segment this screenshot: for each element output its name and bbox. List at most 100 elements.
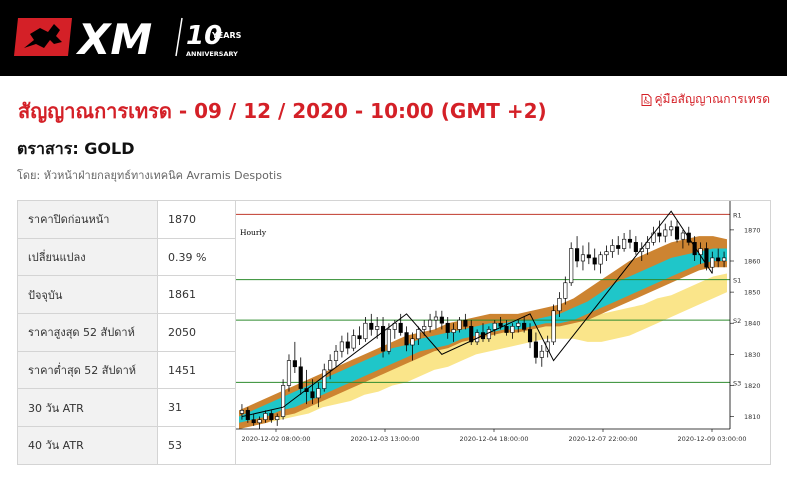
candle-body — [339, 341, 344, 352]
level-label-s2: S2 — [733, 317, 741, 325]
stats-value: 53 — [157, 426, 236, 465]
candle-body — [657, 232, 662, 237]
candle-body — [404, 332, 409, 346]
candle-body — [533, 341, 538, 358]
candle-body — [710, 257, 715, 268]
candle-body — [328, 360, 333, 371]
candle-body — [375, 326, 380, 330]
instrument-stats-table: ราคาปิดก่อนหน้า 1870 เปลี่ยนแปลง 0.39 % ปัจจ… — [17, 200, 236, 465]
candle-body — [398, 322, 403, 333]
candle-body — [316, 388, 321, 399]
candle-body — [322, 369, 327, 389]
candle-body — [716, 257, 721, 262]
candle-body — [669, 226, 674, 231]
stats-value: 1870 — [157, 200, 236, 239]
stats-row: ปัจจุบัน 1861 — [17, 275, 236, 315]
candle-body — [663, 229, 668, 237]
candle-body — [492, 322, 497, 330]
candle-body — [551, 310, 556, 343]
stats-row: ราคาต่ำสุด 52 สัปดาห์ 1451 — [17, 350, 236, 390]
candle-body — [439, 316, 444, 324]
candle-body — [563, 282, 568, 299]
candle-body — [604, 251, 609, 256]
candle-body — [498, 322, 503, 327]
candle-body — [557, 298, 562, 312]
signal-guide-link[interactable]: คู่มือสัญญาณการเทรด — [641, 90, 771, 109]
stats-label: 40 วัน ATR — [17, 426, 158, 465]
candle-body — [627, 238, 633, 243]
candle-body — [633, 242, 638, 252]
stats-label: ราคาต่ำสุด 52 สัปดาห์ — [17, 350, 158, 390]
stats-row: 30 วัน ATR 31 — [17, 388, 236, 428]
candle-body — [469, 326, 474, 343]
stats-value: 2050 — [157, 313, 236, 352]
candle-body — [610, 245, 615, 252]
stats-row: ราคาสูงสุด 52 สัปดาห์ 2050 — [17, 313, 236, 352]
candle-body — [569, 248, 574, 284]
candle-body — [645, 242, 650, 249]
page-title: สัญญาณการเทรด - 09 / 12 / 2020 - 10:00 (… — [18, 99, 547, 123]
x-tick-label: 2020-12-04 18:00:00 — [459, 435, 528, 443]
candle-body — [380, 326, 386, 352]
y-tick-label: 1860 — [744, 258, 761, 266]
candle-body — [304, 388, 309, 392]
stats-row: ราคาปิดก่อนหน้า 1870 — [17, 200, 236, 239]
candle-body — [486, 329, 491, 340]
candle-body — [522, 322, 527, 330]
candle-body — [275, 416, 280, 420]
candle-body — [263, 413, 268, 420]
anniversary-label: ANNIVERSARY — [186, 50, 238, 58]
candle-body — [598, 254, 603, 265]
candle-body — [704, 248, 709, 268]
y-tick-label: 1850 — [744, 289, 761, 297]
candle-body — [504, 326, 509, 333]
xm-logo[interactable]: XM 10 YEARS ANNIVERSARY — [14, 14, 244, 60]
anniversary-number: 10 — [186, 21, 222, 51]
band-inner — [239, 248, 727, 423]
stats-row: 40 วัน ATR 53 — [17, 426, 236, 465]
price-chart: R1 S1 S2 S3 1870 1860 1850 1840 1830 1820 1810 2020… — [236, 200, 771, 465]
candle-body — [575, 248, 580, 262]
candle-body — [527, 329, 533, 343]
pdf-icon — [641, 93, 651, 106]
stats-value: 1861 — [157, 275, 236, 315]
y-tick-label: 1810 — [744, 413, 761, 421]
zigzag-line — [241, 210, 713, 418]
candle-body — [622, 238, 627, 249]
stats-label: ราคาปิดก่อนหน้า — [17, 200, 158, 239]
candle-body — [386, 329, 391, 352]
timeframe-label: Hourly — [240, 228, 267, 237]
candle-body — [680, 232, 685, 240]
candle-body — [428, 319, 433, 327]
candle-body — [451, 329, 456, 333]
instrument-title: ตราสาร: GOLD — [17, 139, 135, 158]
candle-body — [333, 350, 339, 361]
candle-body — [357, 335, 362, 340]
stats-value: 0.39 % — [157, 237, 236, 277]
author-byline: โดย: หัวหน้าฝ่ายกลยุทธ์ทางเทคนิค Avramis… — [17, 169, 282, 182]
band-outer — [239, 273, 727, 429]
stats-label: เปลี่ยนแปลง — [17, 237, 158, 277]
candle-body — [616, 245, 621, 249]
logo-text: XM — [75, 15, 152, 60]
stats-row: เปลี่ยนแปลง 0.39 % — [17, 237, 236, 277]
candle-body — [257, 419, 262, 424]
candle-body — [674, 226, 680, 240]
candle-body — [586, 254, 591, 259]
candle-body — [363, 322, 368, 340]
stats-label: 30 วัน ATR — [17, 388, 158, 428]
candle-body — [545, 341, 550, 352]
level-label-s1: S1 — [733, 277, 741, 285]
candle-body — [239, 410, 245, 414]
candle-body — [351, 335, 356, 349]
stats-label: ปัจจุบัน — [17, 275, 158, 315]
level-label-r1: R1 — [733, 211, 742, 219]
y-tick-label: 1840 — [744, 320, 761, 328]
candle-body — [516, 322, 521, 327]
candle-body — [445, 322, 450, 333]
candle-body — [721, 257, 727, 262]
candle-body — [251, 419, 256, 424]
signal-guide-link-label: คู่มือสัญญาณการเทรด — [654, 92, 771, 106]
candle-body — [269, 413, 274, 420]
x-tick-label: 2020-12-09 03:00:00 — [677, 435, 746, 443]
